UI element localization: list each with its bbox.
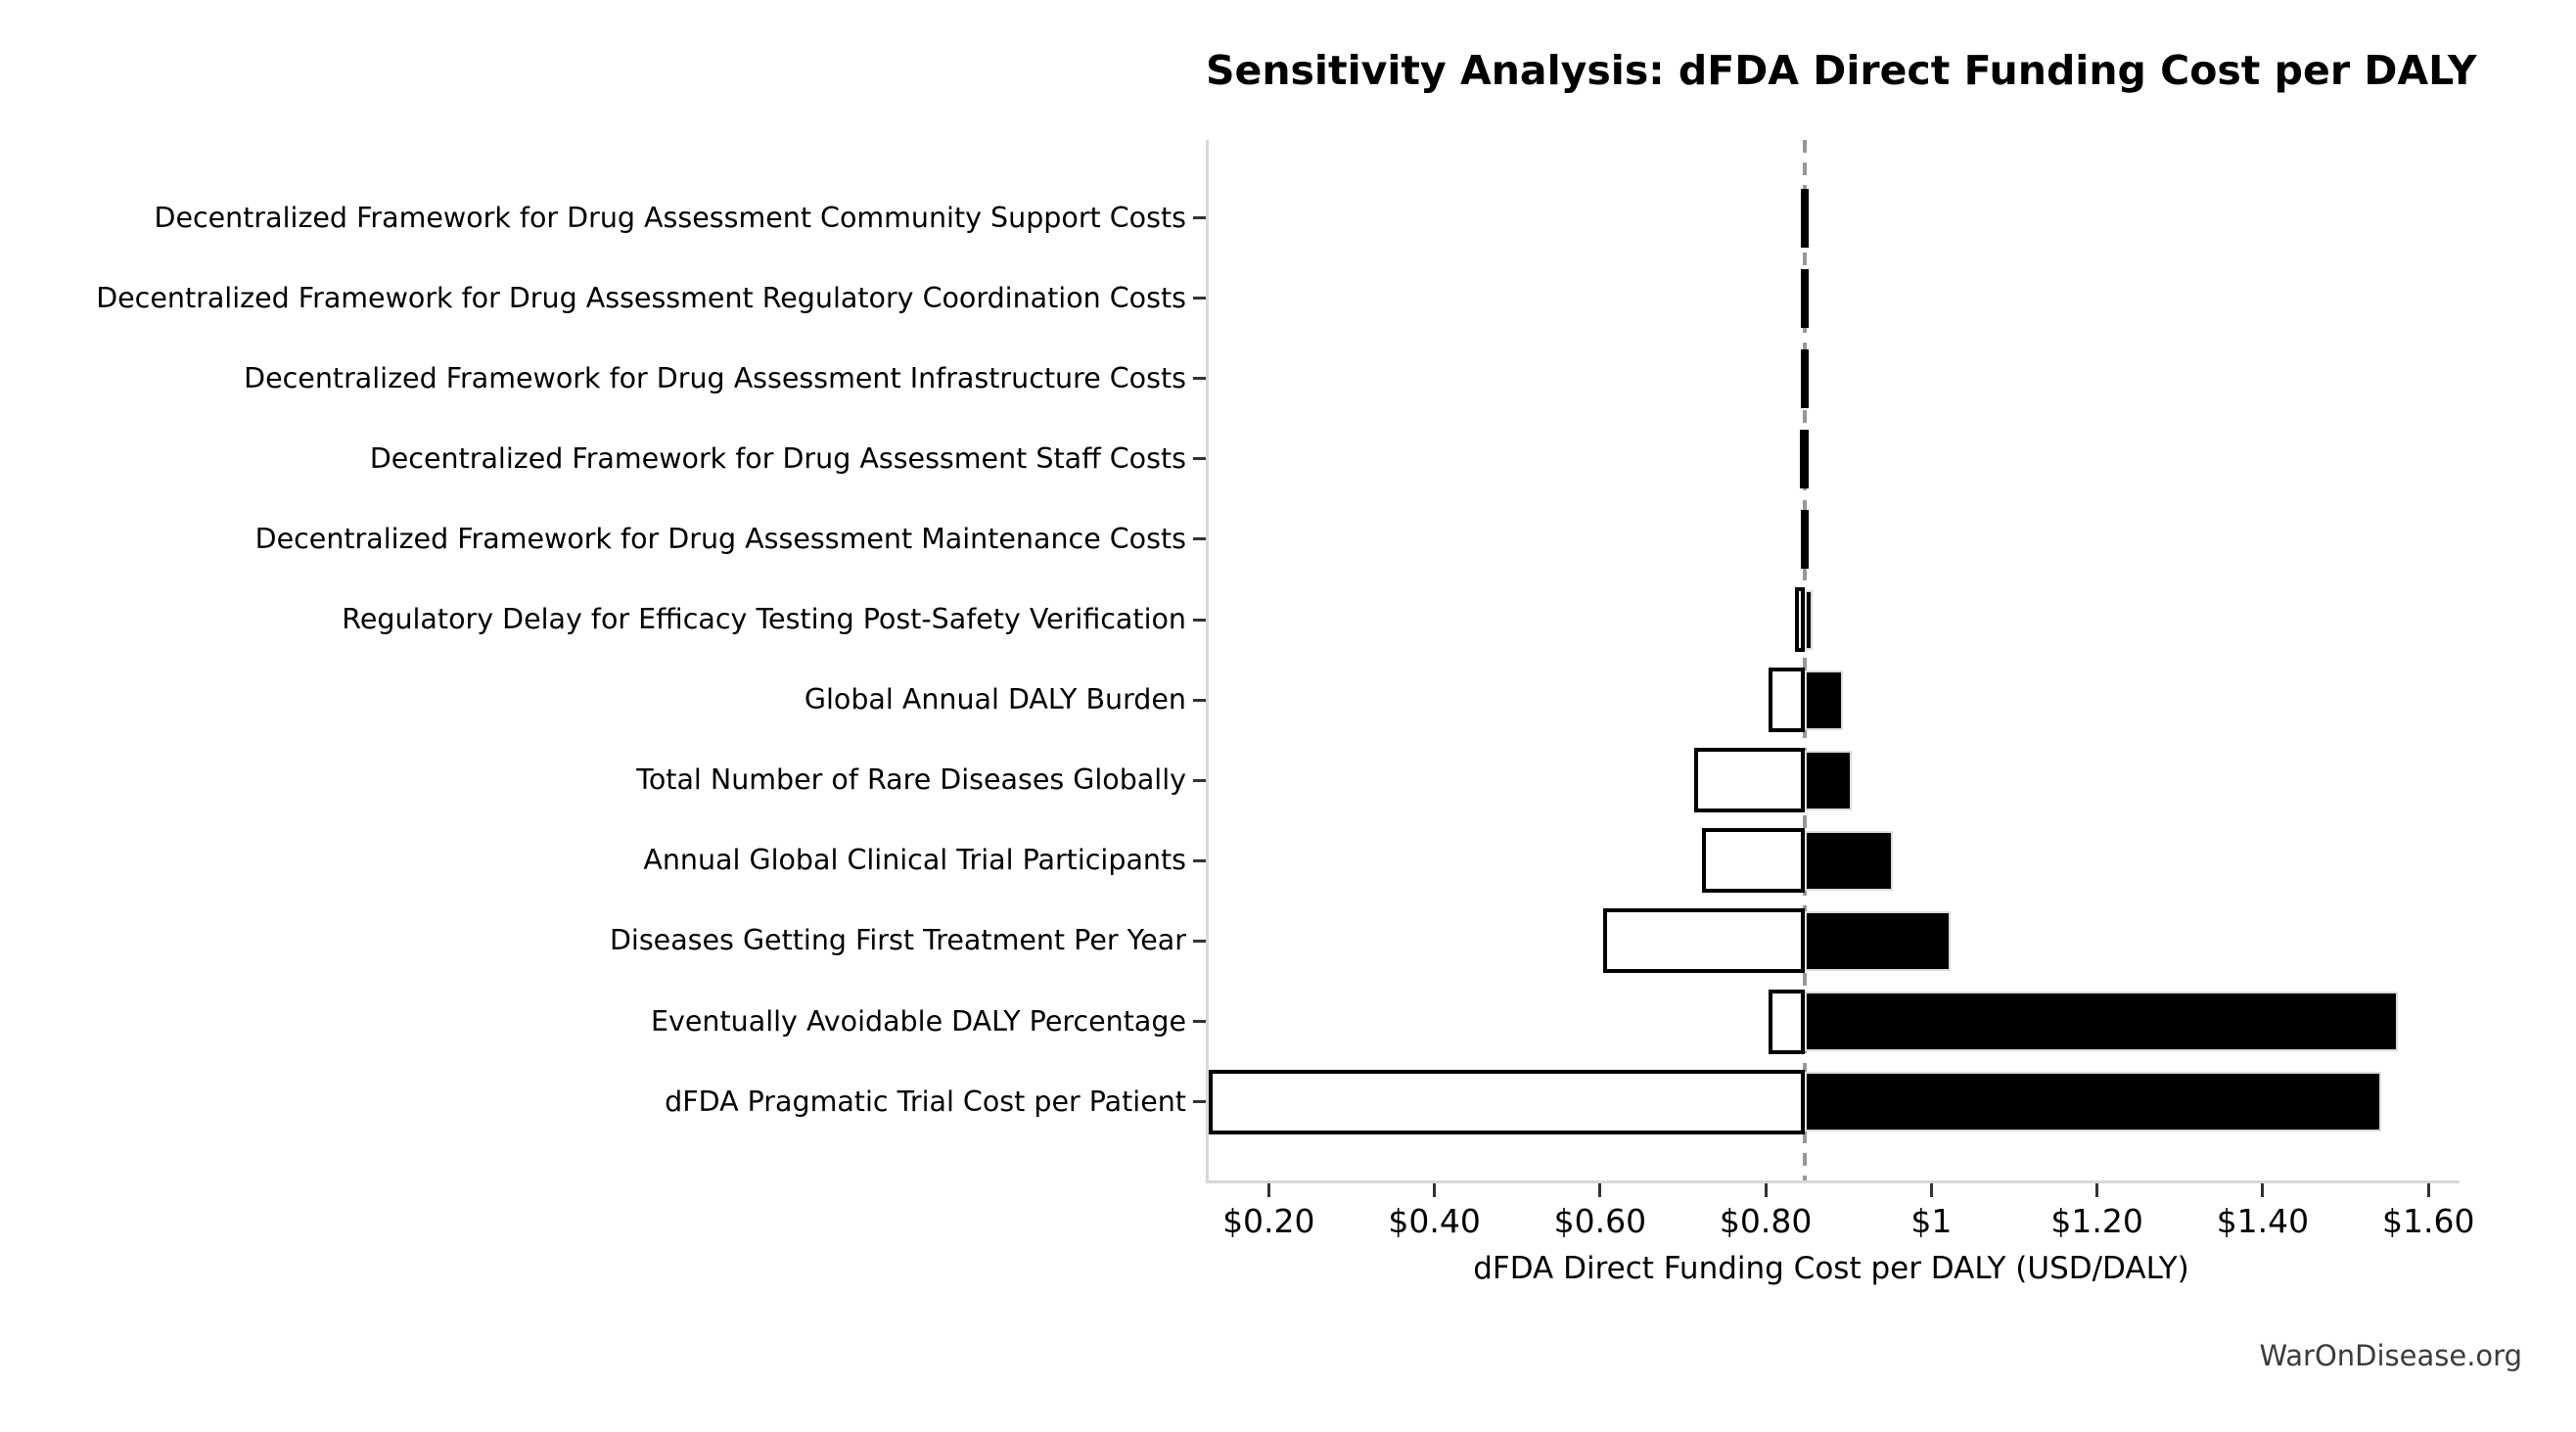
low-bar — [1693, 748, 1806, 813]
x-axis-label: dFDA Direct Funding Cost per DALY (USD/D… — [1473, 1251, 2189, 1286]
y-axis-label: Global Annual DALY Burden — [804, 683, 1186, 716]
x-tick-mark — [1764, 1183, 1768, 1197]
low-bar — [1702, 828, 1806, 894]
y-tick-mark — [1193, 216, 1206, 219]
x-tick-label: $1 — [1910, 1202, 1953, 1240]
high-bar — [1805, 1072, 2382, 1132]
y-axis-label: Decentralized Framework for Drug Assessm… — [254, 522, 1186, 555]
low-bar — [1769, 668, 1806, 733]
y-axis-label: Decentralized Framework for Drug Assessm… — [369, 441, 1186, 475]
high-bar — [1805, 992, 2399, 1051]
y-tick-mark — [1193, 457, 1206, 461]
x-tick-label: $0.80 — [1719, 1202, 1813, 1240]
x-tick-mark — [1929, 1183, 1933, 1197]
y-tick-mark — [1193, 537, 1206, 541]
y-axis-label: dFDA Pragmatic Trial Cost per Patient — [665, 1085, 1186, 1118]
y-tick-mark — [1193, 698, 1206, 702]
high-bar — [1805, 910, 1952, 971]
bar-tiny — [1800, 429, 1809, 488]
y-tick-mark — [1193, 858, 1206, 862]
x-tick-mark — [2426, 1183, 2430, 1197]
low-bar — [1769, 989, 1806, 1054]
x-tick-mark — [2095, 1183, 2099, 1197]
low-bar — [1602, 908, 1806, 974]
y-axis-label: Decentralized Framework for Drug Assessm… — [244, 361, 1186, 394]
watermark-text: WarOnDisease.org — [2259, 1339, 2522, 1372]
x-tick-label: $1.40 — [2216, 1202, 2310, 1240]
y-tick-mark — [1193, 618, 1206, 622]
x-tick-label: $0.20 — [1222, 1202, 1315, 1240]
x-tick-mark — [2261, 1183, 2265, 1197]
y-tick-mark — [1193, 377, 1206, 381]
high-bar — [1805, 750, 1852, 810]
y-axis-label: Annual Global Clinical Trial Participant… — [643, 844, 1186, 877]
x-tick-label: $0.60 — [1553, 1202, 1647, 1240]
bar-tiny — [1801, 509, 1809, 569]
y-tick-mark — [1193, 297, 1206, 300]
plot-area — [1206, 140, 2460, 1183]
y-axis-label: Decentralized Framework for Drug Assessm… — [96, 281, 1186, 314]
bar-tiny — [1801, 348, 1809, 408]
high-bar — [1805, 670, 1844, 730]
y-tick-mark — [1193, 939, 1206, 943]
y-axis-label: Diseases Getting First Treatment Per Yea… — [609, 924, 1186, 957]
high-bar — [1805, 830, 1894, 891]
y-tick-mark — [1193, 778, 1206, 782]
y-tick-mark — [1193, 1100, 1206, 1104]
x-tick-label: $1.60 — [2381, 1202, 2475, 1240]
low-bar — [1209, 1069, 1806, 1134]
y-tick-mark — [1193, 1020, 1206, 1023]
bar-tiny — [1801, 268, 1809, 328]
bar-tiny — [1801, 188, 1809, 248]
y-axis-label: Total Number of Rare Diseases Globally — [636, 763, 1186, 797]
chart-title: Sensitivity Analysis: dFDA Direct Fundin… — [1206, 47, 2477, 94]
y-axis-label: Eventually Avoidable DALY Percentage — [651, 1004, 1186, 1038]
high-bar — [1805, 589, 1813, 650]
x-tick-label: $1.20 — [2050, 1202, 2143, 1240]
x-tick-mark — [1266, 1183, 1270, 1197]
y-axis-label: Regulatory Delay for Efficacy Testing Po… — [342, 603, 1186, 635]
y-axis-label: Decentralized Framework for Drug Assessm… — [154, 201, 1187, 234]
x-tick-mark — [1598, 1183, 1602, 1197]
x-tick-mark — [1433, 1183, 1437, 1197]
baseline-dashed-line — [1803, 140, 1808, 1180]
x-tick-label: $0.40 — [1388, 1202, 1481, 1240]
low-bar — [1795, 587, 1806, 652]
